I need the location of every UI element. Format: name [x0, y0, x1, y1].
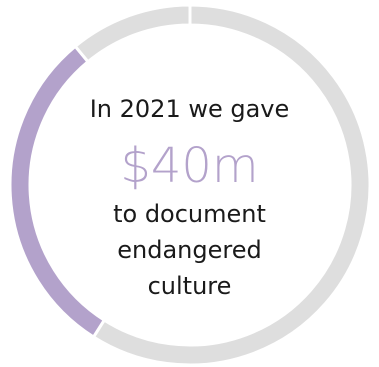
amount-text: $40m: [120, 138, 259, 194]
donut-segment-3: [73, 3, 192, 64]
caption-line-1: to document: [113, 200, 266, 228]
headline-text: In 2021 we gave: [89, 95, 290, 123]
caption-line-3: culture: [147, 272, 232, 300]
caption-line-2: endangered: [117, 236, 262, 264]
